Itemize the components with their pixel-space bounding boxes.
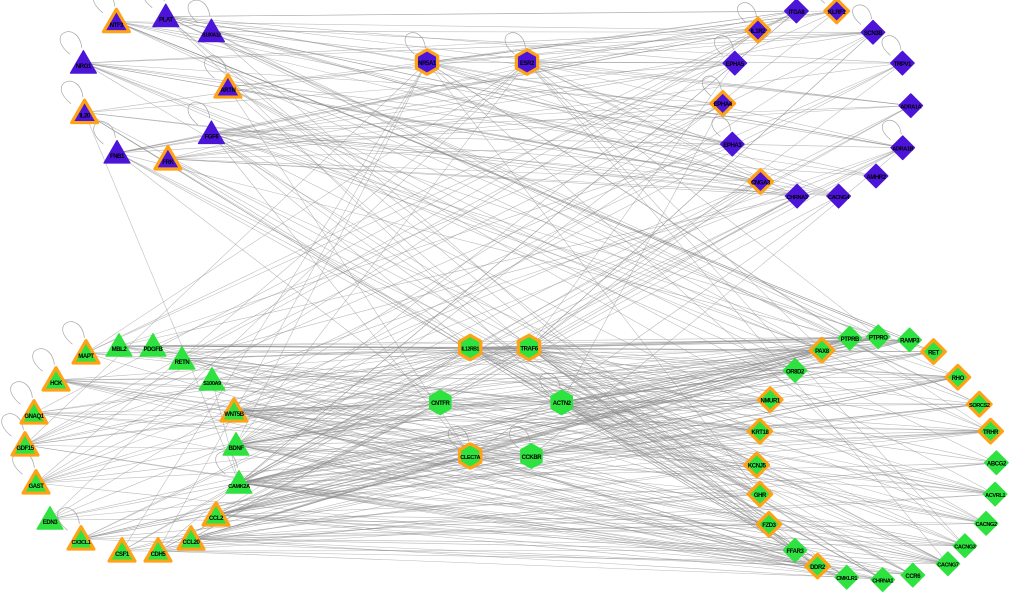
svg-text:AMHR2: AMHR2 (866, 175, 886, 181)
svg-text:CMKLR1: CMKLR1 (836, 576, 857, 582)
svg-text:IL1R2: IL1R2 (751, 29, 766, 35)
svg-text:FFAR3: FFAR3 (786, 549, 804, 555)
svg-text:ARTN: ARTN (220, 88, 235, 94)
svg-text:CACNG3: CACNG3 (954, 545, 976, 551)
svg-text:RAMP3: RAMP3 (900, 339, 920, 345)
svg-text:TRPV1: TRPV1 (894, 62, 912, 68)
svg-text:CNTFR: CNTFR (431, 401, 450, 407)
svg-text:KRT18: KRT18 (751, 430, 769, 436)
svg-text:EDN3: EDN3 (43, 520, 58, 526)
svg-text:PDGFB: PDGFB (143, 347, 163, 353)
svg-text:MAPT: MAPT (78, 354, 94, 360)
svg-text:CCKBR: CCKBR (522, 455, 543, 461)
svg-text:CHRNA1: CHRNA1 (872, 578, 893, 584)
svg-text:KLRF1: KLRF1 (828, 10, 846, 16)
svg-text:NMUR1: NMUR1 (761, 399, 781, 405)
svg-text:OR8D2: OR8D2 (786, 369, 805, 375)
svg-text:CSF1: CSF1 (115, 552, 130, 558)
svg-text:CACNG4: CACNG4 (828, 195, 851, 201)
svg-text:RET: RET (928, 350, 940, 356)
svg-text:PAX8: PAX8 (815, 349, 830, 355)
svg-text:S100A9: S100A9 (203, 381, 221, 387)
svg-text:ABCG2: ABCG2 (987, 462, 1007, 468)
svg-text:TRAF6: TRAF6 (520, 346, 538, 352)
svg-text:FRK: FRK (162, 160, 174, 166)
svg-text:CDH5: CDH5 (151, 552, 167, 558)
svg-text:EPHA3: EPHA3 (723, 143, 742, 149)
svg-text:ACVRL1: ACVRL1 (985, 493, 1005, 499)
svg-text:SCN3B: SCN3B (864, 31, 883, 37)
svg-text:CCR6: CCR6 (905, 574, 921, 580)
svg-text:RETN: RETN (175, 360, 190, 366)
svg-text:KCNJ5: KCNJ5 (748, 464, 767, 470)
svg-text:IL20: IL20 (79, 114, 90, 120)
svg-text:ADRA1B: ADRA1B (892, 147, 913, 153)
svg-text:GAST: GAST (28, 484, 44, 490)
svg-text:MBL2: MBL2 (112, 347, 128, 353)
svg-text:S100A12: S100A12 (202, 33, 221, 39)
svg-text:NR5A1: NR5A1 (418, 61, 437, 67)
svg-text:HCK: HCK (50, 381, 63, 387)
svg-text:CHRNA3: CHRNA3 (787, 195, 808, 201)
svg-text:GNAQ1: GNAQ1 (24, 414, 44, 420)
svg-text:CCL20: CCL20 (182, 540, 200, 546)
svg-text:IL12RB1: IL12RB1 (461, 346, 479, 352)
svg-text:CNGA3: CNGA3 (751, 180, 771, 186)
svg-text:FZD3: FZD3 (762, 523, 776, 529)
svg-text:PTPRO: PTPRO (869, 336, 888, 342)
svg-text:BDNF: BDNF (228, 446, 244, 452)
svg-text:CAMK2A: CAMK2A (228, 484, 250, 490)
svg-text:TRHR: TRHR (983, 430, 999, 436)
svg-text:DDR2: DDR2 (810, 565, 826, 571)
svg-text:EPHA5: EPHA5 (726, 62, 745, 68)
svg-text:SORCS2: SORCS2 (969, 403, 990, 409)
svg-text:WNT5B: WNT5B (224, 412, 244, 418)
svg-text:PLAT: PLAT (159, 18, 173, 24)
svg-text:ESR2: ESR2 (520, 61, 535, 67)
svg-text:PTPRB: PTPRB (841, 337, 860, 343)
svg-text:NTF3: NTF3 (110, 23, 124, 29)
svg-text:GHR: GHR (754, 493, 767, 499)
svg-text:RHO: RHO (952, 376, 965, 382)
svg-text:GDF15: GDF15 (16, 446, 34, 452)
svg-text:ITGA8: ITGA8 (789, 10, 806, 16)
svg-text:EPHA4: EPHA4 (714, 102, 733, 108)
svg-text:CCL2: CCL2 (209, 516, 224, 522)
svg-text:NRG1: NRG1 (76, 64, 92, 70)
svg-text:ADRA1A: ADRA1A (900, 104, 921, 110)
svg-text:CACNG7: CACNG7 (937, 563, 959, 569)
svg-text:CX3CL1: CX3CL1 (71, 540, 90, 546)
svg-text:FGF6: FGF6 (205, 135, 220, 141)
svg-text:FNB1: FNB1 (110, 154, 125, 160)
svg-text:CLEC7A: CLEC7A (460, 455, 480, 461)
svg-text:ACTN2: ACTN2 (553, 401, 572, 407)
svg-text:CACNG2: CACNG2 (975, 522, 997, 528)
